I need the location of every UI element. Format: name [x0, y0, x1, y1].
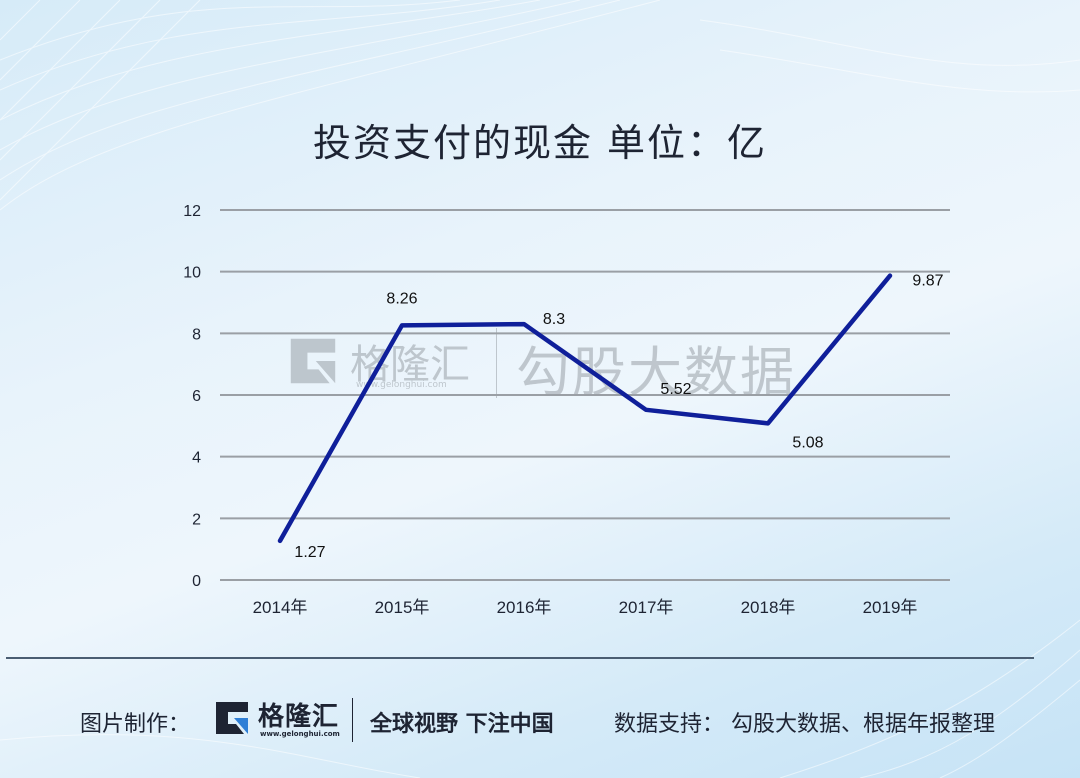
data-source: 数据支持： 勾股大数据、根据年报整理	[614, 712, 995, 737]
data-label: 8.3	[543, 311, 565, 328]
data-label: 8.26	[386, 290, 417, 307]
y-tick-label: 6	[192, 388, 201, 405]
footer-divider	[6, 657, 1034, 659]
maker-label: 图片制作：	[80, 712, 191, 737]
watermark: 格隆汇 www.gelonghui.com 勾股大数据	[286, 328, 826, 404]
chart-title: 投资支付的现金 单位：亿	[312, 121, 768, 165]
y-tick-label: 8	[192, 326, 201, 343]
y-tick-label: 10	[183, 265, 201, 282]
y-tick-label: 12	[183, 203, 201, 220]
gelonghui-logo: 格隆汇 www.gelonghui.com	[214, 696, 354, 742]
x-axis-ticks: 2014年 2015年 2016年 2017年 2018年 2019年	[253, 598, 918, 617]
data-label: 5.52	[660, 381, 691, 398]
slogan: 全球视野 下注中国	[370, 712, 554, 737]
watermark-separator	[496, 328, 497, 398]
data-label: 5.08	[792, 434, 823, 451]
x-tick-label: 2016年	[497, 598, 552, 617]
line-chart: 0 2 4 6 8 10 12 2014年 2015年 2016年 2017年 2018年 2019年…	[183, 203, 950, 617]
logo-url: www.gelonghui.com	[260, 730, 340, 738]
x-tick-label: 2018年	[741, 598, 796, 617]
gelonghui-g-icon	[216, 702, 248, 734]
y-axis-ticks: 0 2 4 6 8 10 12	[183, 203, 201, 590]
x-tick-label: 2019年	[863, 598, 918, 617]
gelonghui-logo-icon	[290, 338, 336, 384]
y-tick-label: 0	[192, 573, 201, 590]
data-label: 1.27	[294, 544, 325, 561]
data-label: 9.87	[912, 273, 943, 290]
logo-name: 格隆汇	[258, 702, 340, 732]
series-line	[277, 273, 893, 544]
footer-separator	[352, 698, 353, 742]
y-tick-label: 2	[192, 511, 201, 528]
x-tick-label: 2015年	[375, 598, 430, 617]
x-tick-label: 2014年	[253, 598, 308, 617]
x-tick-label: 2017年	[619, 598, 674, 617]
footer: 图片制作： 格隆汇 www.gelonghui.com 全球视野 下注中国 数据…	[0, 692, 1080, 748]
data-labels: 1.27 8.26 8.3 5.52 5.08 9.87	[294, 273, 943, 561]
watermark-logo-url: www.gelonghui.com	[356, 380, 447, 390]
y-tick-label: 4	[192, 450, 201, 467]
gridlines	[220, 209, 950, 581]
